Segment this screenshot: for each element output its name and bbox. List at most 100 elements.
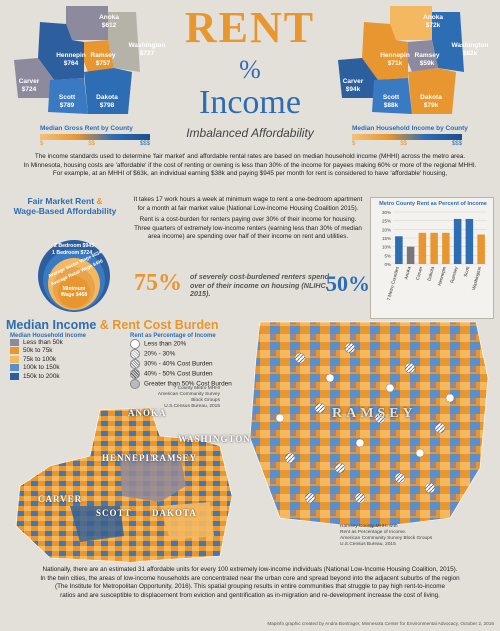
chart-bar — [430, 232, 438, 264]
fmr-title-a: Fair Market Rent — [27, 196, 95, 206]
middle-text: It takes 17 work hours a week at minimum… — [133, 196, 363, 242]
chart-xtick: Ramsey — [449, 265, 458, 283]
rent-map-caption: Median Gross Rent by County — [40, 125, 133, 132]
chart-ytick: 25% — [382, 219, 391, 224]
footer-paragraph: Nationally, there are an estimated 31 af… — [14, 566, 486, 600]
chart-xtick: 7 Metro Counties — [386, 265, 400, 301]
county-label-anoka: Anoka $612 — [99, 14, 119, 29]
footer-p4: ratios and are susceptible to displaceme… — [60, 591, 440, 599]
fmr-title-amp: & — [96, 196, 103, 206]
footer-p1: Nationally, there are an estimated 31 af… — [42, 566, 458, 573]
source-left-4: U.S.Census Bureau, 2015 — [164, 404, 220, 409]
income-legend: Median Household Income Less than 50k 50… — [10, 333, 120, 381]
chart-ytick: 30% — [382, 210, 391, 215]
income-label-dakota: Dakota $79k — [420, 94, 442, 109]
burden-title-b: Rent Cost Burden — [112, 318, 219, 332]
chart-xtick: Carver — [415, 266, 424, 281]
chart-ytick: 15% — [382, 236, 391, 241]
rent-circle-4 — [130, 369, 140, 379]
fmr-rings: 2 Bedroom $945 1 Bedroom $724 Average Se… — [12, 220, 124, 312]
source-left-3: Block Groups — [191, 398, 220, 403]
stat-callout: 75% of severely cost-burdened renters sp… — [134, 268, 370, 300]
income-legend-item: Less than 50k — [10, 339, 120, 347]
title-percent: % — [239, 55, 261, 84]
source-left: 7 County Metro MHHI American Community S… — [100, 386, 220, 410]
chart-xtick: Scott — [463, 265, 471, 277]
metro-label-hennepin: HENNEPIN — [102, 453, 158, 463]
chart-bar — [418, 232, 427, 264]
footer-p2: In the twin cities, the areas of low-inc… — [40, 574, 460, 582]
rent-scale-labels: $ $$ $$$ — [40, 141, 150, 147]
income-legend-label-2: 50k to 75k — [23, 347, 53, 355]
rent-circle-5 — [130, 379, 140, 389]
income-label-hennepin: Hennepin $71k — [380, 52, 410, 67]
rent-legend-label-4: 40% - 50% Cost Burden — [144, 370, 213, 378]
income-legend-item: 150k to 200k — [10, 372, 120, 381]
metro-label-washington: WASHINGTON — [178, 434, 251, 444]
rent-scale-low: $ — [40, 141, 44, 147]
metro-label-carver: CARVER — [38, 494, 83, 504]
rent-county-map: Anoka $612 Washington $727 Hennepin $764 Ra… — [8, 2, 168, 124]
chart-bar — [453, 218, 462, 264]
county-label-dakota: Dakota $798 — [96, 94, 118, 109]
rent-percent-chart: Metro County Rent as Percent of Income 3… — [370, 197, 494, 319]
county-label-hennepin: Hennepin $764 — [56, 52, 86, 67]
swatch-4 — [10, 364, 19, 372]
income-legend-item: 75k to 100k — [10, 355, 120, 364]
source-right-4: U.S.Census Bureau, 2015 — [340, 542, 396, 547]
income-map-caption: Median Household Income by County — [352, 125, 468, 132]
rent-circle-3 — [130, 359, 140, 369]
income-scale-bar — [352, 134, 462, 140]
income-legend-item: 100k to 150k — [10, 364, 120, 372]
ring-minimum-wage: Minimum Wage $468 — [60, 286, 88, 298]
swatch-1 — [10, 339, 19, 346]
middle-p1: It takes 17 work hours a week at minimum… — [133, 196, 363, 212]
rent-circle-1 — [130, 339, 140, 349]
intro-line-2: In Minnesota, housing costs are 'afforda… — [23, 161, 477, 169]
income-legend-item: 50k to 75k — [10, 347, 120, 355]
chart-bar — [477, 234, 485, 264]
intro-paragraph: The income standards used to determine '… — [14, 153, 486, 179]
rent-legend-label-2: 20% - 30% — [144, 350, 176, 358]
chart-xtick: Hennepin — [437, 266, 447, 287]
income-legend-label-5: 150k to 200k — [23, 373, 60, 381]
rent-circle-2 — [130, 349, 140, 359]
rent-scale-mid: $$ — [88, 141, 95, 147]
intro-line-3: For example, at an MHHI of $63k, an indi… — [52, 170, 448, 178]
income-legend-label-3: 75k to 100k — [23, 356, 57, 364]
chart-ytick: 10% — [382, 245, 391, 250]
ring-2bed: 2 Bedroom $945 — [54, 243, 95, 249]
income-label-washington: Washington $82k — [451, 42, 489, 57]
fmr-title-b: Wage-Based Affordability — [13, 206, 117, 216]
swatch-2 — [10, 347, 19, 355]
rent-legend-label-5: Greater than 50% Cost Burden — [144, 380, 232, 388]
rent-scale-bar — [40, 134, 150, 140]
rent-legend: Rent as Percentage of Income Less than 2… — [130, 333, 250, 389]
credit-line: Mapinfo graphic created by Andra Bontrag… — [267, 621, 494, 626]
income-legend-label-1: Less than 50k — [23, 339, 63, 347]
source-left-2: American Community Survey — [157, 392, 220, 397]
income-legend-label-4: 100k to 150k — [23, 364, 60, 372]
rent-legend-item: Greater than 50% Cost Burden — [130, 379, 250, 389]
metro-label-scott: SCOTT — [96, 508, 132, 518]
chart-bar — [406, 246, 415, 264]
source-right-1: Ramsey County MHHI with — [340, 524, 398, 529]
source-left-1: 7 County Metro MHHI — [173, 386, 220, 391]
county-label-washington: Washington $727 — [128, 42, 166, 57]
income-county-map: Anoka $72k Washington $82k Hennepin $71k Ra… — [332, 2, 492, 124]
chart-ytick: 20% — [382, 227, 391, 232]
income-legend-title: Median Household Income — [10, 333, 87, 339]
chart-bar — [442, 232, 450, 264]
chart-ytick: 5% — [384, 253, 391, 258]
swatch-3 — [10, 355, 19, 363]
burden-title: Median Income & Rent Cost Burden — [6, 318, 219, 332]
income-label-carver: Carver $94k — [342, 78, 364, 93]
metro-label-anoka: ANOKA — [128, 408, 167, 418]
rent-legend-title: Rent as Percentage of Income — [130, 333, 216, 339]
county-label-carver: Carver $724 — [18, 78, 40, 93]
income-scale-high: $$$ — [451, 141, 462, 147]
metro-label-ramsey: RAMSEY — [152, 453, 198, 463]
ramsey-map-label: RAMSEY — [332, 406, 417, 421]
burden-title-amp: & — [99, 318, 109, 332]
middle-p2: Rent is a cost-burden for renters paying… — [139, 216, 357, 224]
